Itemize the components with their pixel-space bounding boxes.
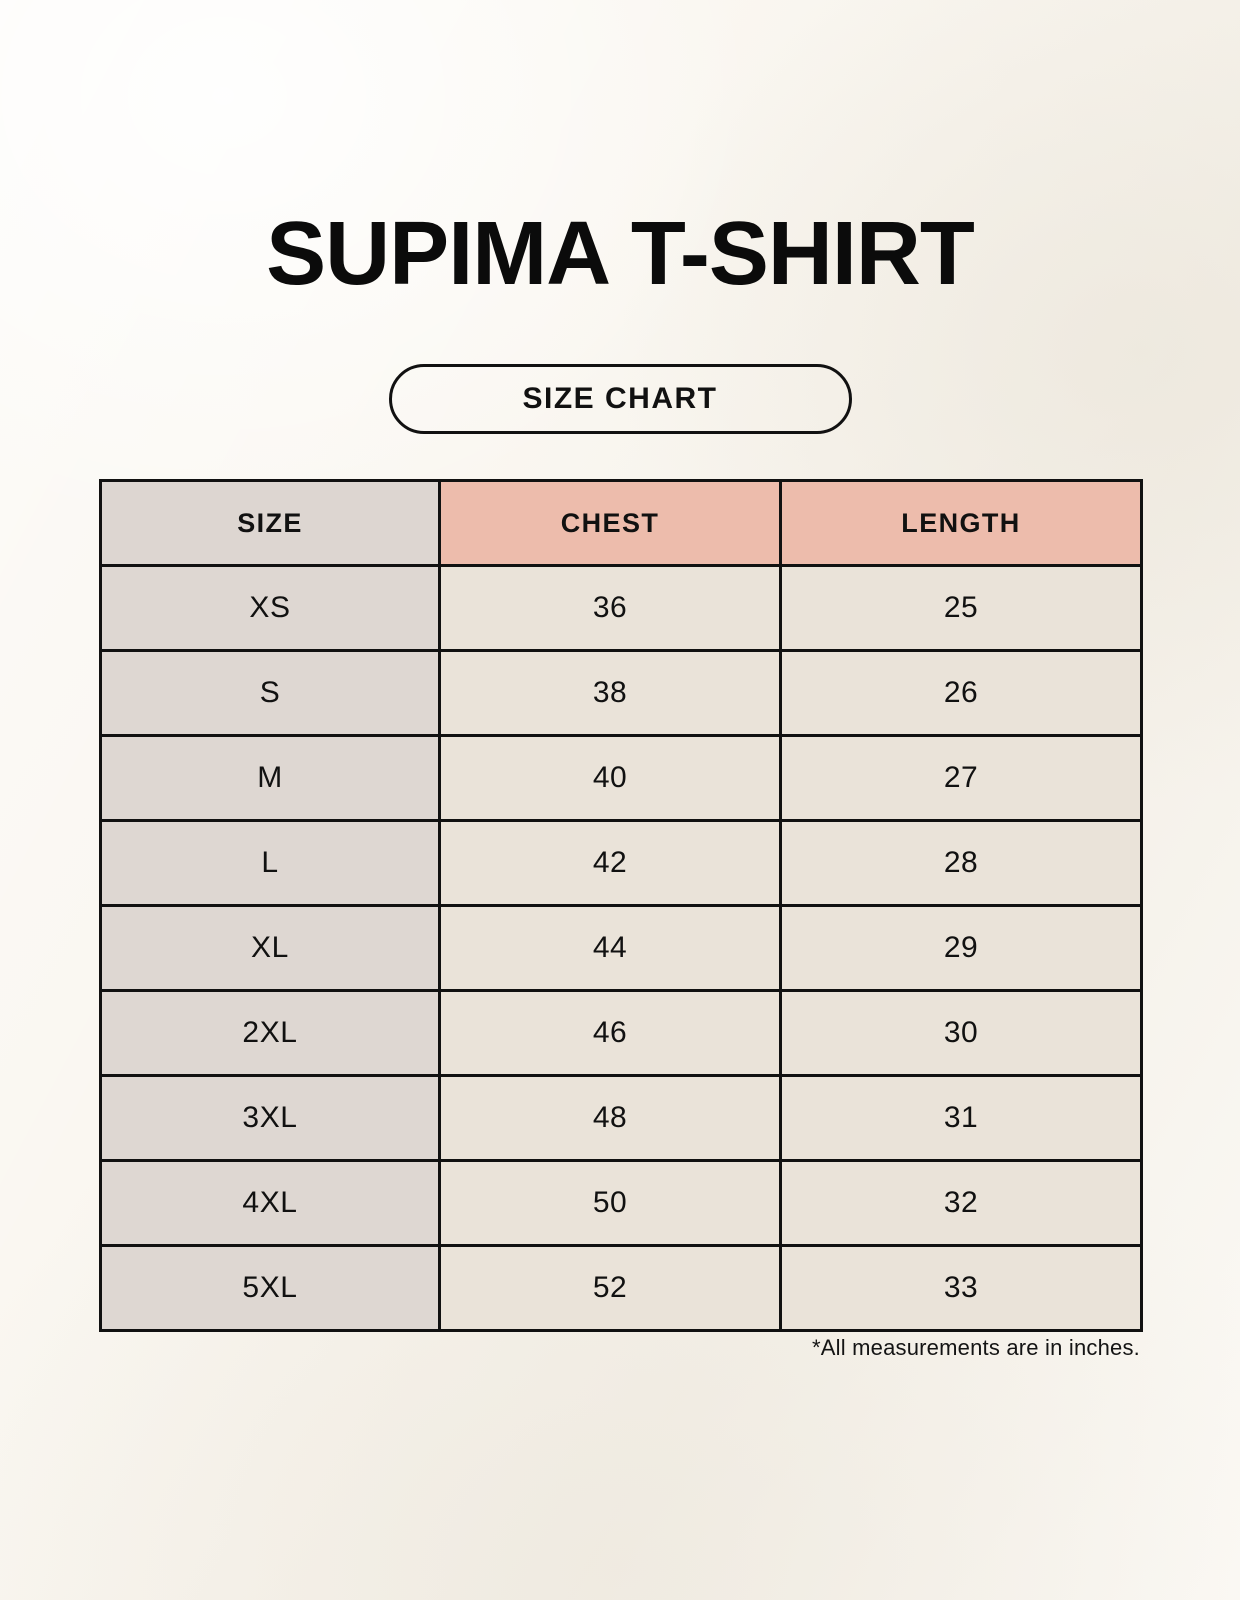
cell-size: XS xyxy=(99,564,441,652)
table-row: S 38 26 xyxy=(99,649,1143,737)
table-body: XS 36 25 S 38 26 M 40 27 L 42 28 xyxy=(99,564,1143,1332)
cell-length: 28 xyxy=(779,819,1143,907)
table-row: 4XL 50 32 xyxy=(99,1159,1143,1247)
cell-chest: 38 xyxy=(438,649,782,737)
size-chart-table: SIZE CHEST LENGTH XS 36 25 S 38 26 M xyxy=(99,479,1143,1332)
table-row: XL 44 29 xyxy=(99,904,1143,992)
cell-chest: 36 xyxy=(438,564,782,652)
cell-chest: 46 xyxy=(438,989,782,1077)
table-row: M 40 27 xyxy=(99,734,1143,822)
cell-length: 32 xyxy=(779,1159,1143,1247)
table-header: SIZE CHEST LENGTH xyxy=(99,479,1143,567)
column-header-size: SIZE xyxy=(99,479,441,567)
cell-length: 25 xyxy=(779,564,1143,652)
cell-size: 4XL xyxy=(99,1159,441,1247)
cell-size: 3XL xyxy=(99,1074,441,1162)
cell-length: 31 xyxy=(779,1074,1143,1162)
subtitle-badge-container: SIZE CHART xyxy=(0,364,1240,434)
cell-chest: 42 xyxy=(438,819,782,907)
page-title: SUPIMA T-SHIRT xyxy=(266,204,975,304)
cell-chest: 44 xyxy=(438,904,782,992)
cell-chest: 50 xyxy=(438,1159,782,1247)
table-row: 2XL 46 30 xyxy=(99,989,1143,1077)
cell-chest: 40 xyxy=(438,734,782,822)
size-table-container: SIZE CHEST LENGTH XS 36 25 S 38 26 M xyxy=(99,479,1143,1332)
cell-size: L xyxy=(99,819,441,907)
column-header-chest: CHEST xyxy=(438,479,782,567)
column-header-length: LENGTH xyxy=(779,479,1143,567)
table-row: XS 36 25 xyxy=(99,564,1143,652)
cell-length: 26 xyxy=(779,649,1143,737)
size-chart-badge: SIZE CHART xyxy=(388,364,852,434)
cell-chest: 52 xyxy=(438,1244,782,1332)
table-row: 3XL 48 31 xyxy=(99,1074,1143,1162)
table-header-row: SIZE CHEST LENGTH xyxy=(99,479,1143,567)
cell-length: 33 xyxy=(779,1244,1143,1332)
cell-size: 2XL xyxy=(99,989,441,1077)
cell-chest: 48 xyxy=(438,1074,782,1162)
table-row: 5XL 52 33 xyxy=(99,1244,1143,1332)
cell-length: 29 xyxy=(779,904,1143,992)
cell-length: 27 xyxy=(779,734,1143,822)
table-row: L 42 28 xyxy=(99,819,1143,907)
cell-length: 30 xyxy=(779,989,1143,1077)
cell-size: XL xyxy=(99,904,441,992)
measurement-units-note: *All measurements are in inches. xyxy=(812,1335,1140,1360)
cell-size: S xyxy=(99,649,441,737)
cell-size: 5XL xyxy=(99,1244,441,1332)
cell-size: M xyxy=(99,734,441,822)
